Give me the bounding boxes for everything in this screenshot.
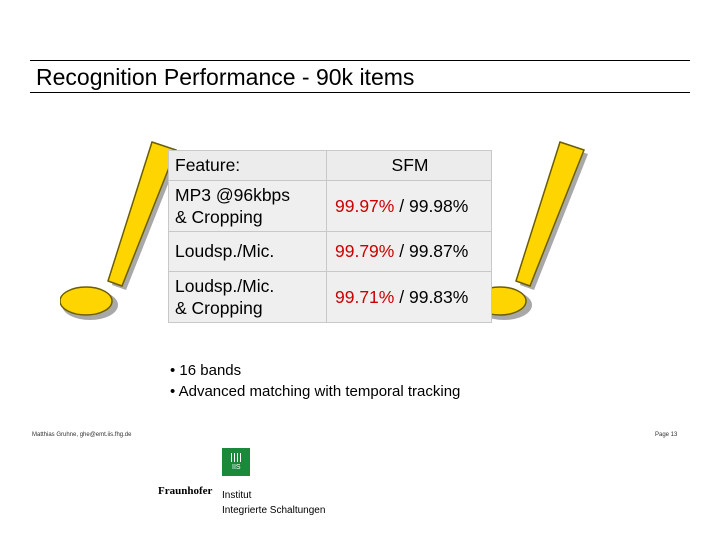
feature-line2: & Cropping	[175, 297, 263, 318]
table-row: MP3 @96kbps & Cropping 99.97% / 99.98%	[168, 179, 492, 232]
bullet-item: • Advanced matching with temporal tracki…	[170, 383, 461, 400]
value-separator: /	[399, 286, 405, 307]
value-separator: /	[399, 195, 405, 216]
footer-page-number: Page 13	[655, 432, 678, 438]
table-header-row: Feature: SFM	[168, 150, 492, 181]
title-rule	[30, 92, 690, 93]
logo-stripe	[234, 453, 235, 462]
fraunhofer-logo-icon: IIS	[222, 448, 250, 476]
value-cell: 99.97% / 99.98%	[326, 179, 492, 232]
value-a: 99.97%	[335, 195, 395, 216]
feature-cell: Loudsp./Mic. & Cropping	[168, 270, 327, 324]
logo-stripe	[240, 453, 241, 462]
value-b: 99.98%	[408, 195, 469, 216]
table-row: Loudsp./Mic. & Cropping 99.71% / 99.83%	[168, 270, 492, 324]
logo-stripe	[237, 453, 238, 462]
bullet-list: • 16 bands • Advanced matching with temp…	[170, 360, 460, 402]
logo-badge-text: IIS	[232, 464, 241, 471]
brand-name: Fraunhofer	[158, 485, 213, 497]
value-separator: /	[399, 241, 405, 262]
value-b: 99.87%	[408, 241, 469, 262]
feature-line1: MP3 @96kbps	[175, 184, 291, 205]
bullet-item: • 16 bands	[170, 362, 242, 379]
value-cell: 99.71% / 99.83%	[326, 270, 492, 324]
table-row: Loudsp./Mic. 99.79% / 99.87%	[168, 230, 492, 272]
institute-line2: Integrierte Schaltungen	[222, 505, 326, 516]
footer-author: Matthias Gruhne, ghe@emt.iis.fhg.de	[32, 432, 132, 438]
logo-stripe	[231, 453, 232, 462]
feature-cell: Loudsp./Mic.	[168, 230, 327, 272]
feature-line1: Loudsp./Mic.	[175, 275, 275, 296]
feature-line2: & Cropping	[175, 206, 263, 227]
institute-line1: Institut	[222, 490, 252, 501]
exclamation-mark-icon-left	[60, 141, 180, 320]
header-method: SFM	[326, 150, 492, 181]
value-a: 99.79%	[335, 241, 395, 262]
value-b: 99.83%	[408, 286, 469, 307]
header-feature: Feature:	[168, 150, 327, 181]
feature-cell: MP3 @96kbps & Cropping	[168, 179, 327, 232]
slide-title: Recognition Performance - 90k items	[36, 64, 415, 90]
value-cell: 99.79% / 99.87%	[326, 230, 492, 272]
results-table: Feature: SFM MP3 @96kbps & Cropping 99.9…	[168, 150, 492, 324]
value-a: 99.71%	[335, 286, 395, 307]
feature-line1: Loudsp./Mic.	[175, 241, 275, 262]
top-rule	[30, 60, 690, 61]
